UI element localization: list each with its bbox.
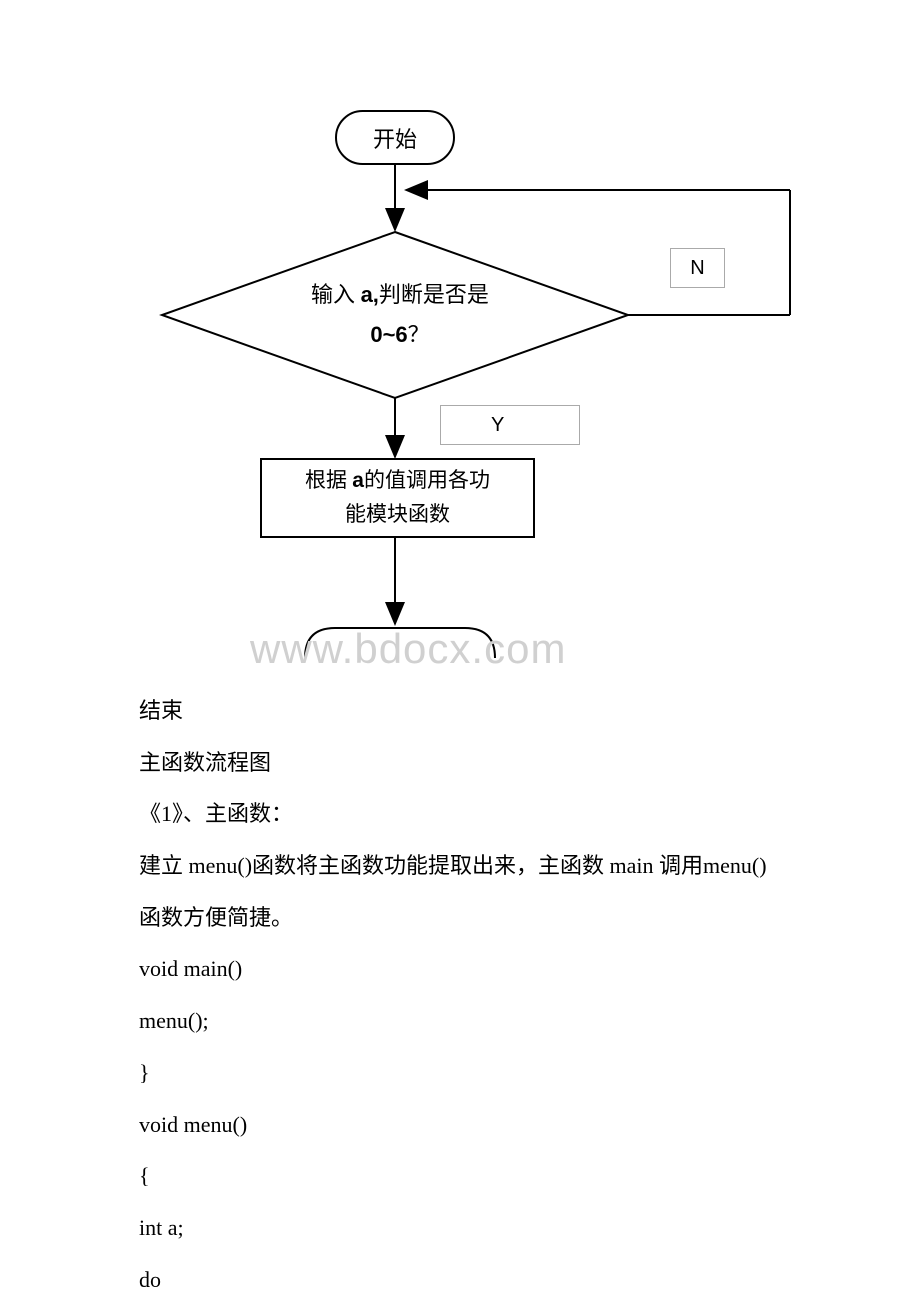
code-line-4: void menu()	[95, 1099, 825, 1151]
start-node: 开始	[335, 110, 455, 165]
document-body: 结束 主函数流程图 《1》、主函数： 建立 menu()函数将主函数功能提取出来…	[95, 685, 825, 1305]
flowchart-container: 开始 输入 a,判断是否是 0~6？ N Y 根据 a的值调用各功 能模块函数	[150, 100, 810, 670]
code-line-3: }	[95, 1047, 825, 1099]
text-para1: 建立 menu()函数将主函数功能提取出来，主函数 main 调用menu()	[95, 840, 825, 892]
decision-node-text: 输入 a,判断是否是 0~6？	[270, 275, 530, 354]
start-label: 开始	[373, 122, 417, 154]
code-line-1: void main()	[95, 943, 825, 995]
process-line2: 能模块函数	[345, 498, 450, 532]
process-node: 根据 a的值调用各功 能模块函数	[260, 458, 535, 538]
code-line-5: {	[95, 1150, 825, 1202]
code-line-2: menu();	[95, 995, 825, 1047]
text-end: 结束	[95, 685, 825, 737]
decision-line1: 输入 a,判断是否是	[270, 275, 530, 315]
text-caption: 主函数流程图	[95, 737, 825, 789]
no-branch-label: N	[670, 248, 725, 288]
process-line1: 根据 a的值调用各功	[305, 464, 490, 498]
code-line-7: do	[95, 1254, 825, 1305]
text-section-title: 《1》、主函数：	[95, 788, 825, 840]
decision-line2: 0~6？	[270, 315, 530, 355]
watermark-text: www.bdocx.com	[250, 625, 566, 673]
yes-branch-label: Y	[440, 405, 580, 445]
text-para2: 函数方便简捷。	[95, 892, 825, 944]
code-line-6: int a;	[95, 1202, 825, 1254]
flowchart-svg	[150, 100, 810, 670]
